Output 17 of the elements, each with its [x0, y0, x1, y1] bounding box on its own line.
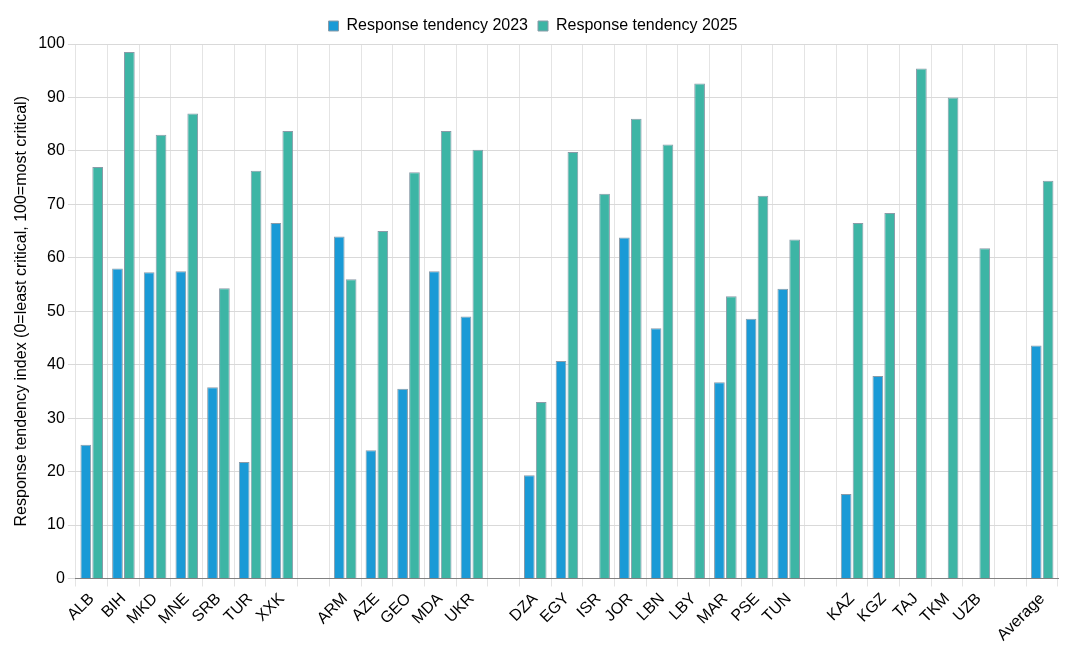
y-tick-label: 100 — [38, 34, 65, 52]
legend-label: Response tendency 2023 — [346, 16, 529, 34]
x-tick-label: ISR — [572, 589, 604, 621]
y-tick-label: 50 — [47, 301, 65, 319]
legend-label: Response tendency 2025 — [556, 16, 738, 34]
y-tick-label: 40 — [47, 355, 65, 373]
x-tick-label: TUR — [220, 589, 256, 625]
y-tick-label: 10 — [47, 515, 65, 533]
y-tick-label: 20 — [47, 462, 65, 479]
y-tick-label: 0 — [55, 568, 65, 586]
y-tick-label: 30 — [47, 408, 65, 426]
y-tick-label: 90 — [47, 87, 65, 105]
y-tick-label: 80 — [47, 141, 65, 159]
x-tick-label: UZB — [949, 589, 985, 625]
y-tick-label: 60 — [47, 248, 65, 266]
y-tick-label: 70 — [47, 194, 65, 212]
y-axis-title: Response tendency index (0=least critical, 100=most critical) — [12, 96, 30, 527]
